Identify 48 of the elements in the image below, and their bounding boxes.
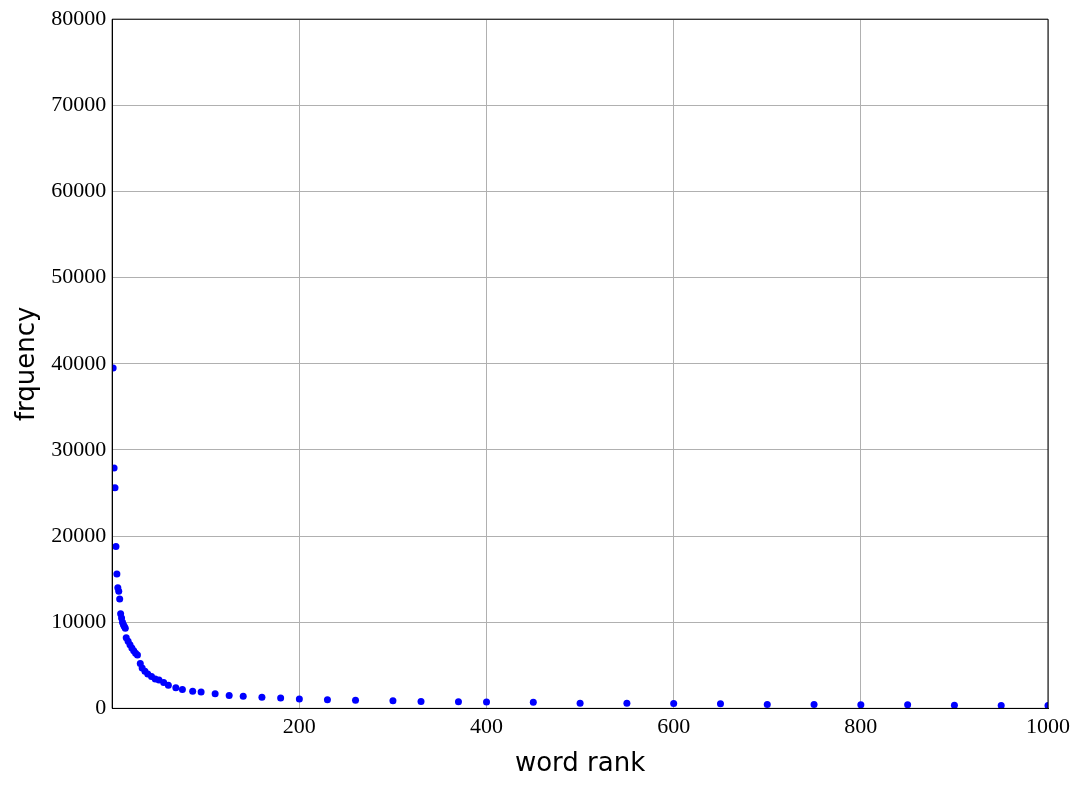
point	[258, 693, 266, 701]
point	[197, 688, 205, 696]
point	[529, 698, 537, 706]
point	[277, 694, 285, 702]
point	[483, 698, 491, 706]
y-tick-label: 50000	[51, 263, 107, 289]
point	[113, 570, 121, 578]
y-tick-label: 30000	[51, 435, 107, 461]
point	[352, 696, 360, 704]
point	[211, 690, 219, 698]
point	[417, 698, 425, 706]
y-tick-label: 20000	[51, 521, 107, 547]
x-tick-label: 800	[844, 713, 878, 739]
point	[810, 701, 818, 709]
point	[189, 687, 197, 695]
x-tick-label: 200	[282, 713, 316, 739]
point	[454, 698, 462, 706]
y-axis-title: frquency	[10, 306, 41, 422]
point	[997, 701, 1005, 709]
point	[857, 701, 865, 709]
point	[763, 701, 771, 709]
point	[295, 695, 303, 703]
point	[389, 697, 397, 705]
y-tick-label: 0	[95, 694, 107, 720]
x-tick-label: 400	[470, 713, 504, 739]
point	[576, 699, 584, 707]
x-axis-title: word rank	[514, 747, 646, 778]
point	[172, 684, 180, 692]
point	[116, 595, 124, 603]
y-tick-label: 70000	[51, 91, 107, 117]
y-tick-label: 10000	[51, 608, 107, 634]
x-tick-label: 1000	[1026, 713, 1070, 739]
point	[623, 699, 631, 707]
point	[670, 699, 678, 707]
y-tick-label: 60000	[51, 177, 107, 203]
point	[225, 691, 233, 699]
y-tick-label: 80000	[51, 4, 107, 30]
point	[239, 692, 247, 700]
point	[178, 685, 186, 693]
point	[950, 701, 958, 709]
point	[904, 701, 912, 709]
point	[164, 681, 172, 689]
point	[112, 542, 120, 550]
x-tick-label: 600	[657, 713, 691, 739]
point	[716, 700, 724, 708]
point	[112, 484, 119, 492]
y-tick-label: 40000	[51, 349, 107, 375]
point	[323, 696, 331, 704]
